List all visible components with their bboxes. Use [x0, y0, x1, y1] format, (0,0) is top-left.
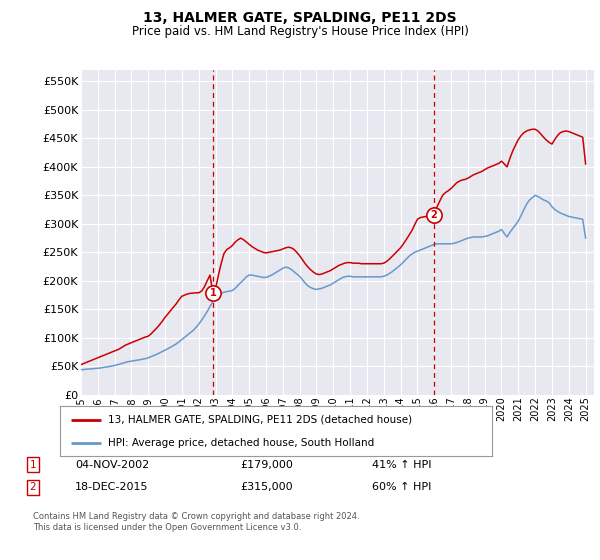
Text: 04-NOV-2002: 04-NOV-2002	[75, 460, 149, 470]
Text: 13, HALMER GATE, SPALDING, PE11 2DS: 13, HALMER GATE, SPALDING, PE11 2DS	[143, 11, 457, 25]
Text: 13, HALMER GATE, SPALDING, PE11 2DS (detached house): 13, HALMER GATE, SPALDING, PE11 2DS (det…	[107, 414, 412, 424]
Text: 41% ↑ HPI: 41% ↑ HPI	[372, 460, 431, 470]
Text: HPI: Average price, detached house, South Holland: HPI: Average price, detached house, Sout…	[107, 438, 374, 448]
Text: Price paid vs. HM Land Registry's House Price Index (HPI): Price paid vs. HM Land Registry's House …	[131, 25, 469, 38]
Text: Contains HM Land Registry data © Crown copyright and database right 2024.
This d: Contains HM Land Registry data © Crown c…	[33, 512, 359, 532]
Text: 1: 1	[29, 460, 37, 470]
Text: 2: 2	[430, 211, 437, 220]
Text: 2: 2	[29, 482, 37, 492]
Text: 60% ↑ HPI: 60% ↑ HPI	[372, 482, 431, 492]
Text: 1: 1	[209, 288, 216, 298]
Text: 18-DEC-2015: 18-DEC-2015	[75, 482, 149, 492]
Text: £315,000: £315,000	[240, 482, 293, 492]
Text: £179,000: £179,000	[240, 460, 293, 470]
